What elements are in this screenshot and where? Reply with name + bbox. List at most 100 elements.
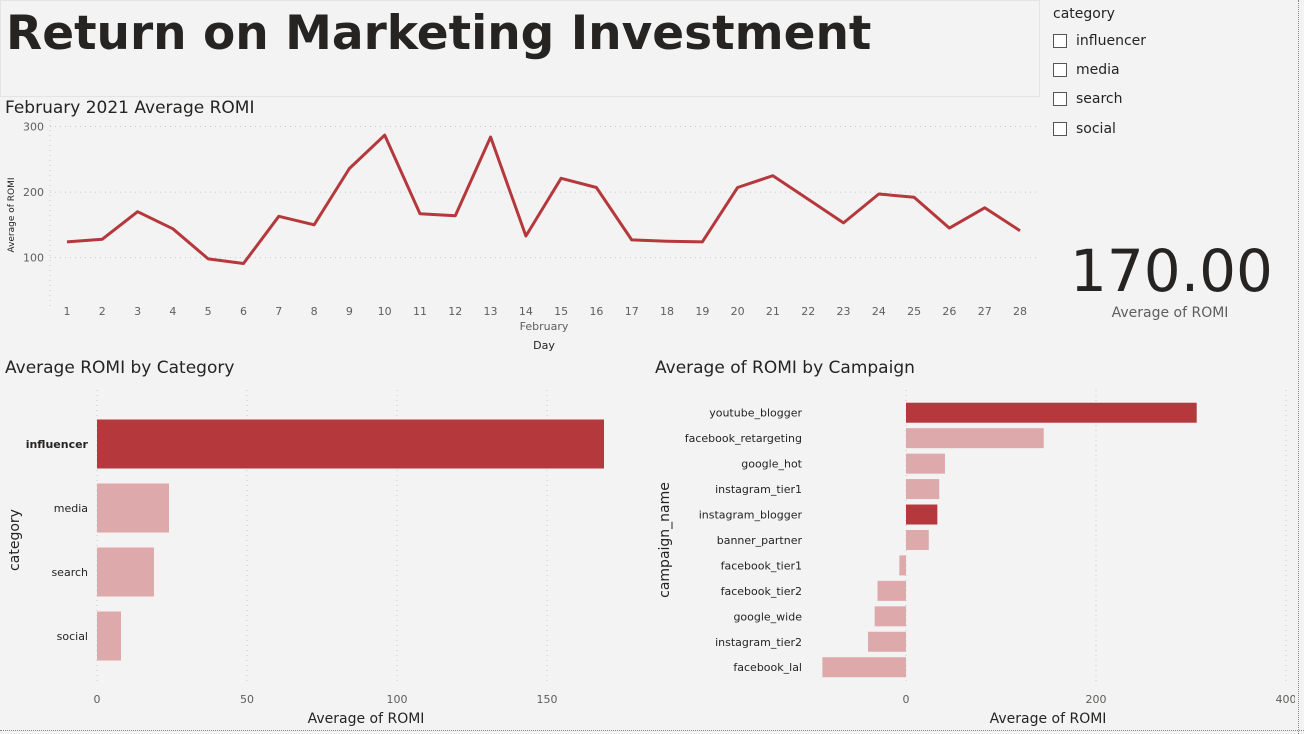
campaign-y-axis-label: campaign_name [657, 482, 673, 598]
campaign-label: instagram_blogger [699, 509, 803, 522]
x-tick-label: 1 [64, 305, 71, 318]
category-label: media [54, 502, 88, 515]
bar-banner_partner [906, 529, 929, 550]
x-tick-label: 10 [378, 305, 392, 318]
x-tick-label: 8 [311, 305, 318, 318]
x-tick-label: 22 [801, 305, 815, 318]
category-label: social [57, 630, 88, 643]
x-tick-label: 28 [1013, 305, 1027, 318]
campaign-label: youtube_blogger [709, 407, 802, 420]
x-tick-label: 27 [978, 305, 992, 318]
bar-facebook_tier2 [877, 580, 906, 601]
page-border-right [1298, 0, 1299, 734]
y-tick-label: 200 [23, 186, 44, 199]
slicer-item-label: search [1076, 91, 1123, 107]
x-tick-label: 23 [837, 305, 851, 318]
campaign-label: facebook_retargeting [685, 432, 802, 445]
line-x-axis-label: Day [533, 339, 555, 352]
line-y-ticks: 100 200 300 [23, 121, 44, 265]
x-tick-label: 24 [872, 305, 886, 318]
campaign-label: google_hot [741, 458, 802, 471]
bar-facebook_tier1 [899, 555, 906, 576]
campaign-bar-chart[interactable]: youtube_blogger facebook_retargetinggoogl… [650, 385, 1295, 730]
x-tick-label: 100 [387, 693, 408, 706]
line-x-ticks: 1 2 3 4 5 6 7 8 9 10 11 12 13 14 15 16 17 18 19 20 21 22 23 24 2… [64, 305, 1028, 318]
bar-youtube_blogger [906, 402, 1197, 423]
bar-instagram_blogger [906, 504, 938, 525]
slicer-title: category [1053, 6, 1115, 22]
x-tick-label: 25 [907, 305, 921, 318]
category-y-axis-label: category [7, 509, 23, 571]
x-tick-label: 14 [519, 305, 533, 318]
slicer-item-label: social [1076, 121, 1116, 137]
campaign-label: facebook_lal [733, 661, 802, 674]
line-x-month-label: February [520, 320, 569, 333]
page-title: Return on Marketing Investment [6, 6, 872, 61]
x-tick-label: 11 [413, 305, 427, 318]
checkbox-icon[interactable] [1053, 34, 1067, 48]
bar-social [97, 611, 121, 661]
x-tick-label: 50 [240, 693, 254, 706]
bar-instagram_tier2 [868, 631, 906, 652]
campaign-label: banner_partner [717, 534, 803, 547]
category-label: search [51, 566, 88, 579]
x-tick-label: 13 [484, 305, 498, 318]
line-chart-title: February 2021 Average ROMI [5, 98, 255, 118]
x-tick-label: 20 [731, 305, 745, 318]
category-chart-title: Average ROMI by Category [5, 358, 235, 378]
x-tick-label: 200 [1086, 693, 1107, 706]
x-tick-label: 2 [99, 305, 106, 318]
x-tick-label: 6 [240, 305, 247, 318]
slicer-item-influencer[interactable]: influencer [1053, 30, 1146, 52]
line-series[interactable] [66, 133, 1021, 265]
campaign-label: google_wide [733, 610, 802, 623]
bar-facebook_lal [822, 657, 906, 678]
campaign-x-ticks: 0 200 400 [903, 693, 1296, 706]
page-border-bottom [0, 730, 1304, 731]
x-tick-label: 21 [766, 305, 780, 318]
x-tick-label: 16 [589, 305, 603, 318]
x-tick-label: 0 [903, 693, 910, 706]
category-labels: influencer media search social [26, 438, 89, 643]
x-tick-label: 19 [695, 305, 709, 318]
bar-search [97, 547, 154, 597]
category-x-axis-label: Average of ROMI [308, 711, 425, 727]
campaign-label: instagram_tier2 [715, 636, 802, 649]
campaign-label: instagram_tier1 [715, 483, 802, 496]
title-box [0, 0, 1040, 97]
y-tick-label: 100 [23, 252, 44, 265]
line-grid [49, 120, 1038, 310]
line-y-axis-label: Average of ROMI [7, 177, 17, 252]
checkbox-icon[interactable] [1053, 92, 1067, 106]
slicer-item-search[interactable]: search [1053, 88, 1123, 110]
slicer-item-label: influencer [1076, 33, 1147, 49]
x-tick-label: 150 [537, 693, 558, 706]
x-tick-label: 5 [205, 305, 212, 318]
bar-media [97, 483, 169, 533]
slicer-item-media[interactable]: media [1053, 59, 1120, 81]
category-x-ticks: 0 50 100 150 [94, 693, 558, 706]
x-tick-label: 26 [942, 305, 956, 318]
kpi-label: Average of ROMI [1111, 305, 1229, 321]
bar-facebook_retargeting [906, 428, 1044, 449]
category-bar-chart[interactable]: influencer media search social 0 50 100 150 ca… [0, 385, 640, 730]
campaign-label: facebook_tier1 [721, 559, 802, 572]
x-tick-label: 400 [1276, 693, 1296, 706]
bar-google_hot [906, 453, 945, 474]
x-tick-label: 9 [346, 305, 353, 318]
campaign-bars [822, 402, 1197, 678]
x-tick-label: 18 [660, 305, 674, 318]
campaign-x-axis-label: Average of ROMI [990, 711, 1107, 727]
slicer-item-label: media [1076, 62, 1120, 78]
x-tick-label: 7 [275, 305, 282, 318]
checkbox-icon[interactable] [1053, 122, 1067, 136]
campaign-chart-title: Average of ROMI by Campaign [655, 358, 915, 378]
category-label: influencer [26, 438, 89, 451]
bar-influencer [97, 419, 604, 469]
slicer-item-social[interactable]: social [1053, 118, 1116, 140]
x-tick-label: 15 [554, 305, 568, 318]
y-tick-label: 300 [23, 121, 44, 134]
checkbox-icon[interactable] [1053, 63, 1067, 77]
x-tick-label: 3 [134, 305, 141, 318]
